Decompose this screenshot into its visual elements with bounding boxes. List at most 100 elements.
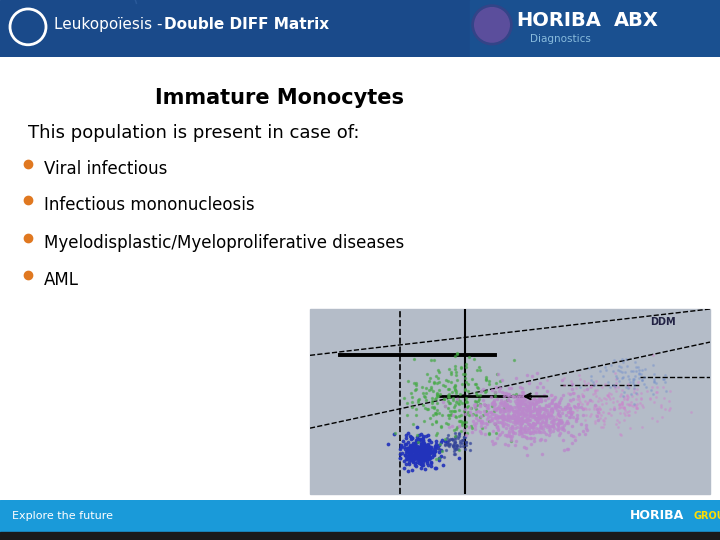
Point	[517, 388, 528, 396]
Point	[613, 361, 625, 370]
Point	[621, 391, 632, 400]
Point	[628, 379, 639, 387]
Point	[531, 404, 543, 413]
Point	[456, 436, 467, 444]
Point	[549, 400, 561, 409]
Point	[564, 409, 576, 418]
Point	[485, 408, 497, 416]
Point	[623, 393, 634, 401]
Point	[436, 452, 447, 461]
Point	[403, 460, 415, 468]
Point	[402, 376, 414, 385]
Point	[503, 407, 515, 416]
Point	[638, 380, 649, 388]
Point	[456, 410, 467, 419]
Point	[408, 450, 419, 459]
Point	[413, 395, 424, 404]
Point	[448, 435, 459, 444]
Point	[549, 404, 561, 413]
Point	[459, 432, 470, 441]
Point	[482, 404, 493, 413]
Point	[484, 417, 495, 426]
Point	[419, 454, 431, 462]
Point	[431, 410, 442, 418]
Point	[521, 450, 533, 459]
Point	[438, 395, 449, 403]
Text: HORIBA: HORIBA	[630, 509, 684, 522]
Point	[526, 440, 537, 449]
Point	[437, 381, 449, 389]
Point	[631, 362, 642, 371]
Point	[612, 383, 624, 391]
Point	[514, 421, 526, 430]
Point	[426, 453, 437, 461]
Point	[534, 394, 546, 403]
Point	[570, 384, 582, 393]
Point	[535, 411, 546, 420]
Point	[498, 411, 510, 420]
Point	[605, 383, 616, 391]
Point	[433, 368, 445, 376]
Point	[518, 411, 530, 420]
Point	[528, 405, 539, 414]
Point	[635, 370, 647, 379]
Point	[408, 442, 420, 451]
Point	[527, 399, 539, 408]
Point	[486, 399, 498, 407]
Point	[419, 404, 431, 413]
Point	[487, 427, 499, 436]
Point	[497, 428, 508, 437]
Point	[504, 404, 516, 413]
Point	[424, 443, 436, 452]
Point	[428, 404, 440, 413]
Point	[585, 382, 597, 390]
Point	[418, 436, 429, 445]
Point	[620, 410, 631, 419]
Point	[492, 422, 503, 430]
Point	[495, 418, 506, 427]
Point	[558, 424, 570, 433]
Point	[451, 396, 463, 404]
Point	[426, 384, 437, 393]
Point	[524, 411, 536, 420]
Point	[516, 429, 528, 437]
Point	[537, 413, 549, 422]
Point	[418, 452, 429, 461]
Point	[614, 430, 626, 438]
Point	[513, 404, 525, 413]
Point	[508, 407, 520, 415]
Point	[416, 445, 428, 454]
Point	[562, 408, 574, 417]
Point	[417, 457, 428, 466]
Point	[501, 415, 513, 423]
Point	[616, 403, 628, 411]
Point	[537, 425, 549, 434]
Point	[435, 423, 446, 431]
Point	[628, 387, 639, 396]
Point	[415, 459, 426, 468]
Point	[459, 384, 471, 393]
Point	[456, 420, 467, 429]
Point	[602, 378, 613, 387]
Point	[555, 394, 567, 402]
Point	[406, 465, 418, 474]
Point	[406, 434, 418, 442]
Point	[453, 446, 464, 454]
Point	[431, 392, 443, 400]
Point	[462, 387, 474, 396]
Point	[513, 397, 525, 406]
Point	[409, 447, 420, 455]
Point	[448, 395, 459, 404]
Point	[512, 412, 523, 421]
Point	[630, 403, 642, 412]
Point	[592, 416, 603, 424]
Point	[534, 404, 546, 413]
Point	[509, 418, 521, 427]
Point	[400, 448, 412, 457]
Point	[474, 366, 486, 374]
Point	[556, 417, 567, 426]
Point	[416, 445, 428, 454]
Point	[629, 385, 640, 394]
Point	[578, 377, 590, 386]
Point	[459, 370, 471, 379]
